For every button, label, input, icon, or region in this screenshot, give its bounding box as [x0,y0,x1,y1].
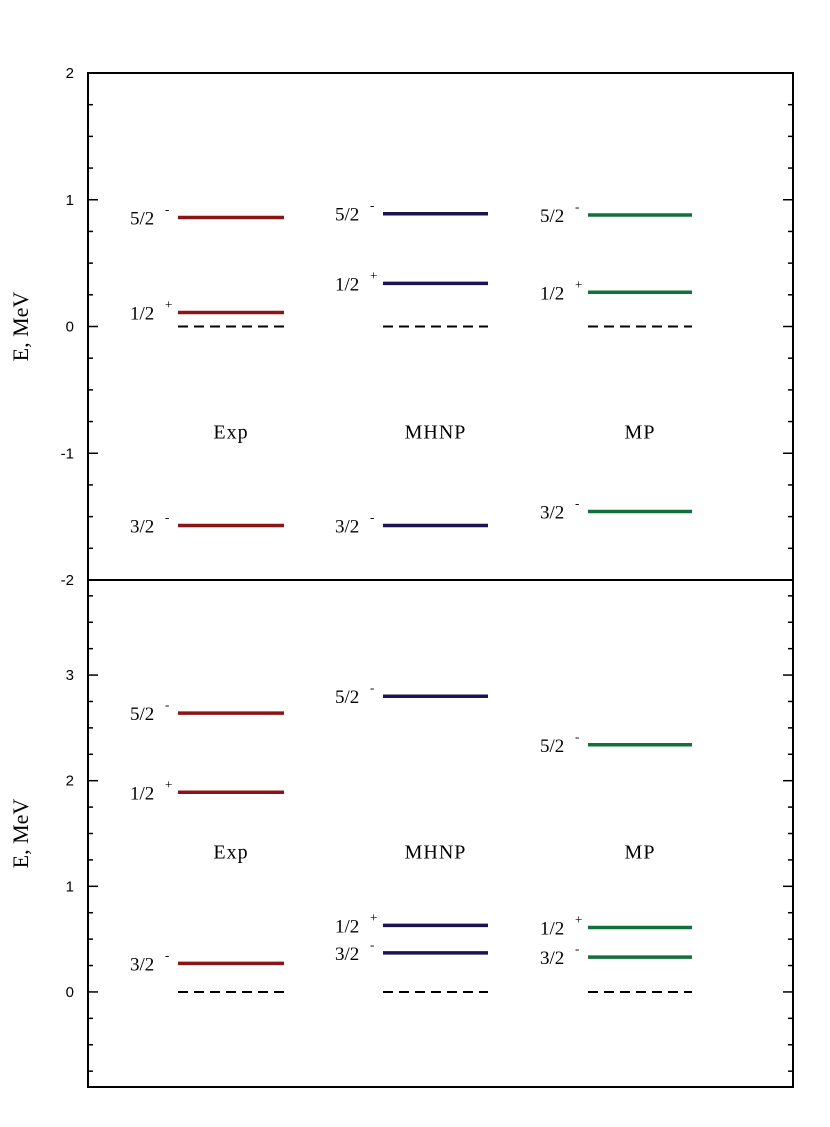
level-label: 5/2 [540,736,564,757]
level-parity-label: + [370,267,377,282]
level-label: 5/2 [130,704,154,725]
level-label: 3/2 [335,516,359,537]
level-parity-label: - [165,947,169,962]
level-parity-label: - [165,697,169,712]
level-label: 5/2 [540,206,564,227]
level-parity-label: - [165,509,169,524]
column-mp: MP5/2 -1/2 +3/2- [540,729,692,993]
level-label: 1/2 [540,919,564,940]
y-tick-label: 0 [66,984,74,1001]
y-tick-label: 1 [66,192,74,209]
level-label: 5/2 [335,687,359,708]
level-label: 3/2 [335,944,359,965]
y-tick-label: 3 [66,667,74,684]
level-parity-label: - [575,496,579,511]
level-label: 5/2 [335,205,359,226]
y-tick-label: -2 [61,572,74,589]
column-label: Exp [213,841,248,863]
level-parity-label: - [370,937,374,952]
column-label: MHNP [405,422,467,444]
column-label: Exp [213,422,248,444]
level-parity-label: - [575,941,579,956]
column-mp: MP5/2 -1/2 +3/2- [540,199,692,524]
level-parity-label: - [370,509,374,524]
y-tick-label: 2 [66,773,74,790]
level-parity-label: + [575,276,582,291]
level-parity-label: + [575,912,582,927]
column-label: MP [625,422,656,444]
y-tick-label: 0 [66,319,74,336]
y-tick-label: -1 [61,445,74,462]
level-parity-label: + [370,909,377,924]
level-label: 3/2 [130,516,154,537]
column-label: MHNP [405,841,467,863]
level-parity-label: - [370,198,374,213]
level-label: 1/2 [130,304,154,325]
level-label: 1/2 [335,916,359,937]
y-tick-label: 2 [66,65,74,82]
y-axis-title: E, MeV [8,799,33,869]
level-parity-label: + [165,297,172,312]
level-label: 3/2 [540,948,564,969]
level-label: 5/2 [130,208,154,229]
level-label: 1/2 [335,274,359,295]
column-label: MP [625,841,656,863]
level-label: 3/2 [540,503,564,524]
y-tick-label: 1 [66,878,74,895]
level-label: 1/2 [130,783,154,804]
level-label: 1/2 [540,283,564,304]
level-parity-label: - [575,199,579,214]
level-parity-label: - [575,729,579,744]
level-parity-label: - [165,201,169,216]
level-label: 3/2 [130,954,154,975]
level-parity-label: + [165,776,172,791]
level-parity-label: - [370,680,374,695]
y-axis-title: E, MeV [8,292,33,362]
